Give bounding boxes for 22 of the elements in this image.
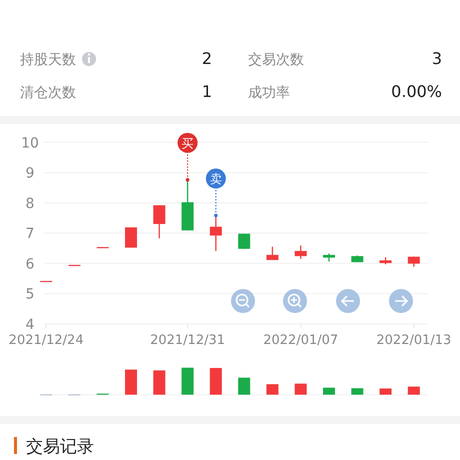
text: 清仓次数 bbox=[20, 85, 76, 101]
annotation: 买 bbox=[182, 136, 194, 150]
x-tick-label: 2021/12/24 bbox=[8, 332, 84, 348]
y-tick-label: 8 bbox=[26, 196, 34, 212]
annotation: 卖 bbox=[210, 172, 222, 186]
y-tick-label: 9 bbox=[26, 166, 34, 182]
y-tick-label: 10 bbox=[21, 135, 39, 152]
text: 持股天数 bbox=[20, 52, 76, 68]
y-tick-label: 6 bbox=[26, 256, 35, 272]
x-tick-label: 2022/01/07 bbox=[263, 332, 338, 348]
y-tick-label: 7 bbox=[26, 226, 34, 242]
text: 交易记录 bbox=[26, 437, 94, 457]
text: 3 bbox=[432, 49, 442, 68]
x-tick-label: 2022/01/13 bbox=[376, 332, 452, 348]
text: 1 bbox=[202, 82, 212, 101]
text: 2 bbox=[202, 49, 212, 68]
y-tick-label: 4 bbox=[26, 316, 35, 333]
y-tick-label: 5 bbox=[26, 286, 34, 303]
x-tick-label: 2021/12/31 bbox=[150, 332, 226, 348]
text: 0.00% bbox=[391, 82, 442, 101]
text: 成功率 bbox=[248, 85, 290, 101]
text: 交易次数 bbox=[248, 52, 304, 68]
